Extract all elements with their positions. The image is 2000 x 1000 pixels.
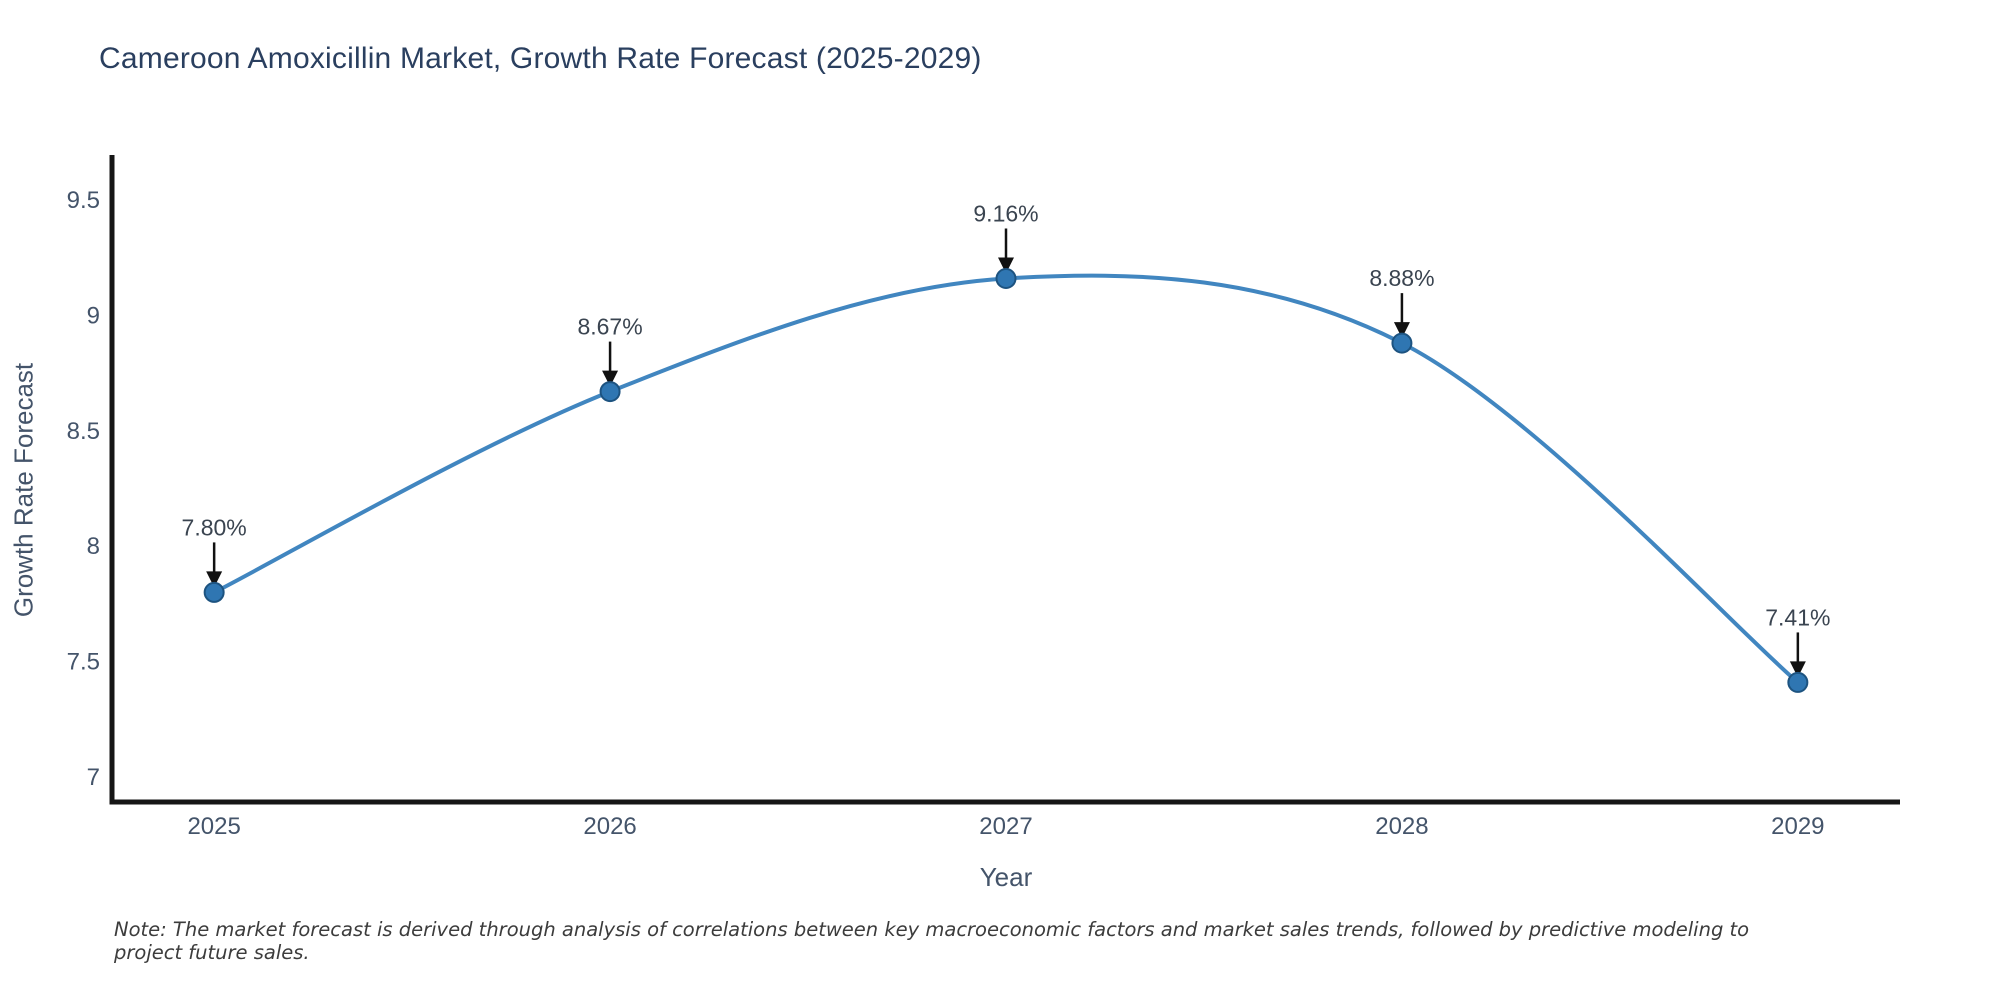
series-line[interactable] bbox=[212, 273, 1800, 685]
data-point[interactable] bbox=[1391, 332, 1413, 354]
y-axis-title: Growth Rate Forecast bbox=[8, 362, 39, 618]
data-point[interactable] bbox=[995, 267, 1017, 289]
annotation-arrowhead-icon bbox=[602, 370, 619, 387]
annotation-arrowhead-icon bbox=[1789, 661, 1806, 678]
data-point[interactable] bbox=[203, 581, 225, 603]
x-tick-label: 2026 bbox=[583, 813, 636, 840]
x-tick-label: 2029 bbox=[1771, 813, 1824, 840]
x-tick-label: 2028 bbox=[1375, 813, 1428, 840]
y-tick-label: 9.5 bbox=[67, 187, 100, 214]
chart-title: Cameroon Amoxicillin Market, Growth Rate… bbox=[99, 42, 982, 75]
x-tick-label: 2027 bbox=[979, 813, 1032, 840]
point-annotation: 8.88% bbox=[1369, 265, 1434, 291]
annotation-arrowhead-icon bbox=[998, 257, 1014, 274]
y-tick-label: 8 bbox=[87, 533, 100, 560]
y-tick-label: 9 bbox=[87, 302, 100, 329]
y-tick-label: 7 bbox=[87, 764, 100, 791]
data-point[interactable] bbox=[1787, 671, 1809, 693]
point-annotation: 8.67% bbox=[577, 314, 642, 340]
annotation-arrowhead-icon bbox=[1393, 322, 1410, 339]
annotation-arrowhead-icon bbox=[206, 571, 223, 588]
y-tick-label: 7.5 bbox=[67, 649, 100, 676]
point-annotation: 7.41% bbox=[1765, 604, 1830, 630]
data-point[interactable] bbox=[599, 381, 621, 403]
x-tick-label: 2025 bbox=[187, 813, 240, 840]
y-tick-label: 8.5 bbox=[67, 418, 100, 445]
footnote: Note: The market forecast is derived thr… bbox=[114, 918, 1750, 964]
point-annotation: 9.16% bbox=[973, 200, 1038, 226]
point-annotation: 7.80% bbox=[182, 514, 247, 540]
x-axis-title: Year bbox=[979, 862, 1033, 892]
